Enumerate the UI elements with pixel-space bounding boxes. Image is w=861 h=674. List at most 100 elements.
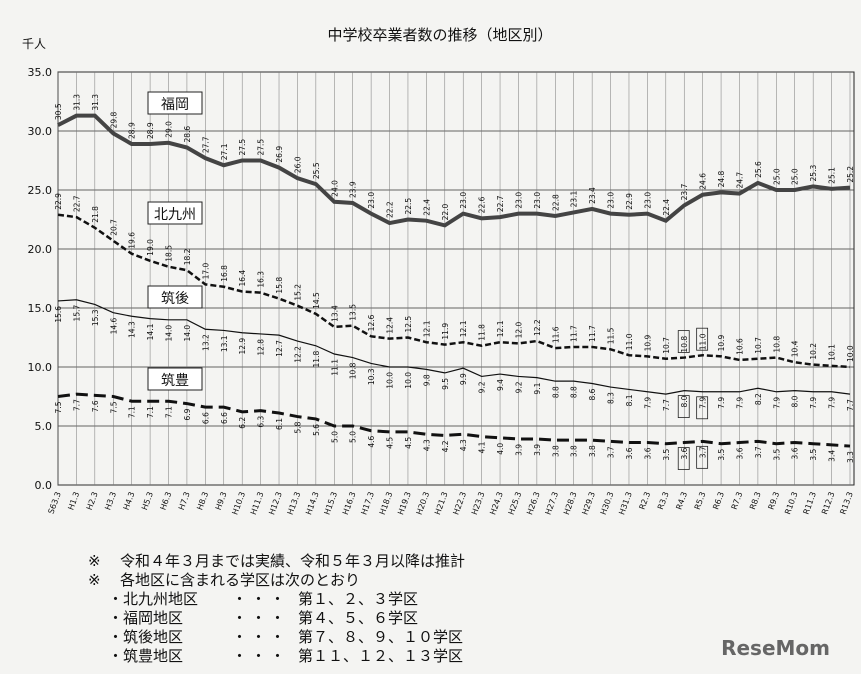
chart-title: 中学校卒業者数の推移（地区別） bbox=[327, 26, 552, 44]
data-label: 8.1 bbox=[625, 394, 634, 406]
x-tick-label: H30.3 bbox=[599, 491, 616, 516]
data-label: 10.7 bbox=[662, 337, 671, 354]
data-label: 3.7 bbox=[699, 446, 708, 458]
x-tick-label: H4.3 bbox=[122, 491, 137, 512]
data-label: 3.9 bbox=[514, 444, 523, 456]
data-label: 7.5 bbox=[54, 401, 63, 413]
y-tick-label: 15.0 bbox=[28, 302, 53, 315]
data-label: 3.6 bbox=[791, 447, 800, 459]
data-label: 9.2 bbox=[478, 381, 487, 393]
data-label: 7.5 bbox=[109, 401, 118, 413]
data-label: 15.2 bbox=[293, 284, 302, 301]
data-label: 25.3 bbox=[809, 165, 818, 182]
data-label: 29.0 bbox=[165, 121, 174, 138]
data-label: 31.3 bbox=[72, 94, 81, 111]
data-label: 12.8 bbox=[257, 339, 266, 356]
data-label: 11.9 bbox=[441, 323, 450, 340]
data-label: 3.5 bbox=[717, 448, 726, 460]
data-label: 14.5 bbox=[312, 292, 321, 309]
data-label: 23.0 bbox=[533, 192, 542, 209]
x-tick-label: H6.3 bbox=[159, 491, 174, 512]
x-tick-label: H12.3 bbox=[267, 491, 284, 516]
x-tick-label: H15.3 bbox=[323, 491, 340, 516]
data-label: 3.6 bbox=[625, 447, 634, 459]
data-label: 24.6 bbox=[699, 173, 708, 190]
data-label: 8.3 bbox=[607, 392, 616, 404]
data-label: 5.0 bbox=[330, 431, 339, 443]
note-text: 令和４年３月までは実績、令和５年３月以降は推計 bbox=[120, 552, 465, 570]
y-tick-label: 5.0 bbox=[35, 420, 53, 433]
x-tick-label: R3.3 bbox=[656, 491, 671, 511]
district-sep: ・・・ bbox=[232, 628, 289, 646]
data-label: 6.1 bbox=[275, 418, 284, 430]
data-label: 23.0 bbox=[643, 192, 652, 209]
data-label: 10.1 bbox=[828, 344, 837, 361]
data-label: 28.9 bbox=[146, 122, 155, 139]
data-label: 8.8 bbox=[570, 386, 579, 398]
data-label: 6.6 bbox=[220, 412, 229, 424]
x-tick-label: H9.3 bbox=[214, 491, 229, 512]
data-label: 4.3 bbox=[459, 439, 468, 451]
data-label: 7.9 bbox=[699, 397, 708, 409]
data-label: 5.6 bbox=[312, 424, 321, 436]
data-label: 22.9 bbox=[54, 193, 63, 210]
data-label: 8.0 bbox=[680, 395, 689, 407]
data-label: 15.6 bbox=[54, 306, 63, 323]
x-tick-label: H11.3 bbox=[249, 491, 266, 516]
data-label: 25.6 bbox=[754, 161, 763, 178]
data-label: 28.6 bbox=[183, 126, 192, 143]
data-label: 23.9 bbox=[349, 181, 358, 198]
data-label: 22.7 bbox=[72, 195, 81, 212]
y-tick-label: 20.0 bbox=[28, 243, 53, 256]
data-label: 11.8 bbox=[312, 351, 321, 368]
data-label: 14.6 bbox=[109, 317, 118, 334]
x-tick-label: H14.3 bbox=[304, 491, 321, 516]
data-label: 27.1 bbox=[220, 143, 229, 160]
data-label: 21.8 bbox=[91, 206, 100, 223]
x-tick-label: R13.3 bbox=[838, 491, 854, 516]
data-label: 18.2 bbox=[183, 248, 192, 265]
data-label: 10.4 bbox=[791, 340, 800, 357]
district-sep: ・・・ bbox=[232, 590, 289, 608]
data-label: 23.0 bbox=[459, 192, 468, 209]
data-label: 3.8 bbox=[551, 445, 560, 457]
data-label: 23.0 bbox=[514, 192, 523, 209]
data-label: 28.9 bbox=[128, 122, 137, 139]
x-tick-label: H19.3 bbox=[396, 491, 413, 516]
label-box bbox=[696, 327, 709, 351]
data-label: 12.1 bbox=[459, 320, 468, 337]
y-tick-label: 10.0 bbox=[28, 361, 53, 374]
series-line bbox=[57, 113, 851, 228]
data-label: 30.5 bbox=[54, 103, 63, 120]
data-label: 10.0 bbox=[386, 372, 395, 389]
data-label: 20.7 bbox=[109, 219, 118, 236]
data-label: 12.2 bbox=[533, 319, 542, 336]
data-label: 5.0 bbox=[349, 431, 358, 443]
data-label: 13.5 bbox=[349, 304, 358, 321]
data-label: 22.8 bbox=[551, 194, 560, 211]
data-label: 11.8 bbox=[478, 324, 487, 341]
district-schools: 第４、５、６学区 bbox=[298, 609, 418, 627]
data-label: 7.7 bbox=[846, 399, 855, 411]
y-tick-label: 30.0 bbox=[28, 125, 53, 138]
x-tick-label: R7.3 bbox=[730, 491, 745, 511]
data-label: 14.0 bbox=[165, 325, 174, 342]
data-label: 13.2 bbox=[201, 334, 210, 351]
data-label: 23.7 bbox=[680, 183, 689, 200]
legend-label: 筑後 bbox=[161, 291, 189, 307]
data-label: 4.5 bbox=[404, 437, 413, 449]
data-label: 6.6 bbox=[201, 412, 210, 424]
y-tick-label: 25.0 bbox=[28, 184, 53, 197]
data-label: 9.1 bbox=[533, 382, 542, 394]
data-label: 10.8 bbox=[772, 336, 781, 353]
y-tick-label: 35.0 bbox=[28, 66, 53, 79]
district-schools: 第１１、１２、１３学区 bbox=[298, 647, 463, 665]
x-tick-label: H5.3 bbox=[140, 491, 155, 512]
data-label: 27.7 bbox=[201, 136, 210, 153]
data-label: 7.9 bbox=[772, 397, 781, 409]
data-label: 10.8 bbox=[680, 336, 689, 353]
data-label: 22.4 bbox=[662, 199, 671, 216]
data-label: 23.4 bbox=[588, 187, 597, 204]
data-label: 15.8 bbox=[275, 277, 284, 294]
x-tick-label: H23.3 bbox=[470, 491, 487, 516]
